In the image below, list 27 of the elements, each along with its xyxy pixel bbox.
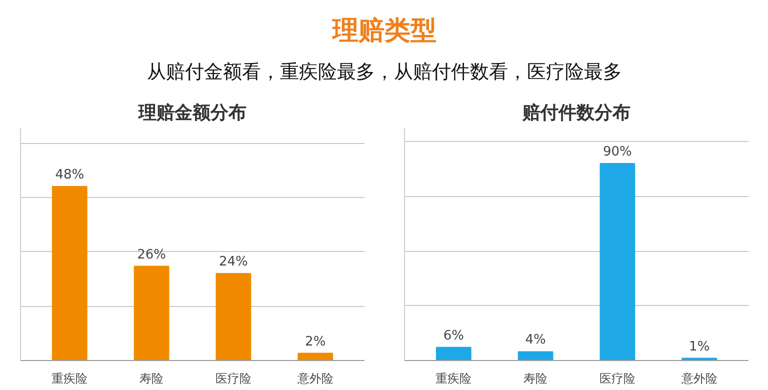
data-label: 48% [55, 168, 84, 182]
bar [436, 346, 472, 360]
data-label: 26% [137, 247, 166, 262]
x-tick-label: 寿险 [524, 372, 548, 386]
x-tick-label: 重疾险 [436, 372, 472, 386]
data-label: 6% [443, 328, 464, 344]
data-label: 4% [525, 332, 546, 348]
text: 从赔付金额看，重疾险最多，从赔付件数看，医疗险最多 [147, 60, 622, 83]
bar [216, 273, 252, 360]
bar [134, 266, 170, 360]
data-label: 2% [305, 334, 326, 350]
bar [600, 163, 636, 360]
bar [518, 351, 554, 360]
x-tick-label: 医疗险 [599, 372, 636, 386]
x-tick-label: 医疗险 [215, 372, 252, 386]
data-label: 24% [219, 254, 248, 270]
data-label: 90% [603, 144, 632, 160]
text: 理赔类型 [332, 16, 436, 46]
x-tick-label: 重疾险 [52, 372, 88, 386]
x-tick-label: 意外险 [296, 372, 334, 386]
chart-title: 理赔金额分布 [138, 102, 246, 124]
x-tick-label: 意外险 [680, 372, 718, 386]
bar [298, 352, 334, 360]
chart-title: 赔付件数分布 [522, 102, 630, 124]
bar [52, 186, 88, 360]
x-tick-label: 寿险 [140, 372, 164, 386]
data-label: 1% [689, 339, 710, 354]
